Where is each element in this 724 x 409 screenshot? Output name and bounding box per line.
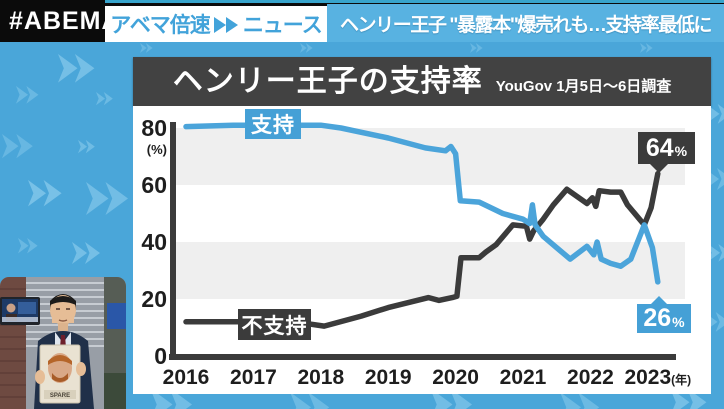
callout-approve-26: 26 % xyxy=(637,296,691,333)
chart-title-bar: ヘンリー王子の支持率 YouGov 1月5日～6日調査 xyxy=(133,57,711,106)
svg-text:2017: 2017 xyxy=(230,366,277,389)
book-title: SPARE xyxy=(50,393,70,399)
svg-text:2018: 2018 xyxy=(297,366,344,389)
svg-text:2022: 2022 xyxy=(567,366,614,389)
program-title-box: アベマ倍速 ニュース xyxy=(105,6,327,42)
spare-book: SPARE xyxy=(35,344,86,404)
anchor-video-inset: SPARE xyxy=(0,277,126,409)
svg-text:2023(年): 2023(年) xyxy=(624,366,691,389)
svg-text:60: 60 xyxy=(141,172,167,198)
top-news-bar: #ABEMA アベマ倍速 ニュース ヘンリー王子 "暴露本"爆売れも…支持率最低… xyxy=(0,0,724,42)
chart-source: YouGov 1月5日～6日調査 xyxy=(495,78,672,95)
brick-wall xyxy=(0,277,26,409)
fast-forward-icon xyxy=(213,17,238,33)
svg-text:2021: 2021 xyxy=(500,366,547,389)
svg-text:0: 0 xyxy=(154,343,167,369)
svg-text:(%): (%) xyxy=(147,142,167,157)
newsroom-scene: SPARE xyxy=(0,277,126,409)
line-chart-canvas: 0 20 40 60 80(%) 2016 2017 2018 2019 2020 2021 2022… xyxy=(141,115,691,389)
svg-text:80: 80 xyxy=(141,115,167,141)
program-title-right: ニュース xyxy=(242,14,323,37)
svg-text:2016: 2016 xyxy=(163,366,210,389)
program-title-left: アベマ倍速 xyxy=(110,14,211,37)
top-accent-stripe xyxy=(105,0,724,3)
abema-logo: #ABEMA xyxy=(9,7,121,35)
series-label-disapprove: 不支持 xyxy=(238,309,311,340)
svg-text:2020: 2020 xyxy=(432,366,479,389)
side-screen xyxy=(107,303,126,329)
svg-text:20: 20 xyxy=(141,286,167,312)
callout-disapprove-64: 64 % xyxy=(638,132,695,173)
headline-text: ヘンリー王子 "暴露本"爆売れも…支持率最低に xyxy=(339,14,713,36)
series-label-approve: 支持 xyxy=(245,109,301,139)
chart-title: ヘンリー王子の支持率 xyxy=(172,65,483,98)
svg-text:40: 40 xyxy=(141,229,167,255)
headline-ticker: ヘンリー王子 "暴露本"爆売れも…支持率最低に xyxy=(327,4,724,42)
svg-text:2019: 2019 xyxy=(365,366,412,389)
studio-monitor xyxy=(0,297,40,325)
approval-chart: 0 20 40 60 80 (%) 2016 2017 2018 2019 2020 2021 2022… xyxy=(133,106,711,394)
